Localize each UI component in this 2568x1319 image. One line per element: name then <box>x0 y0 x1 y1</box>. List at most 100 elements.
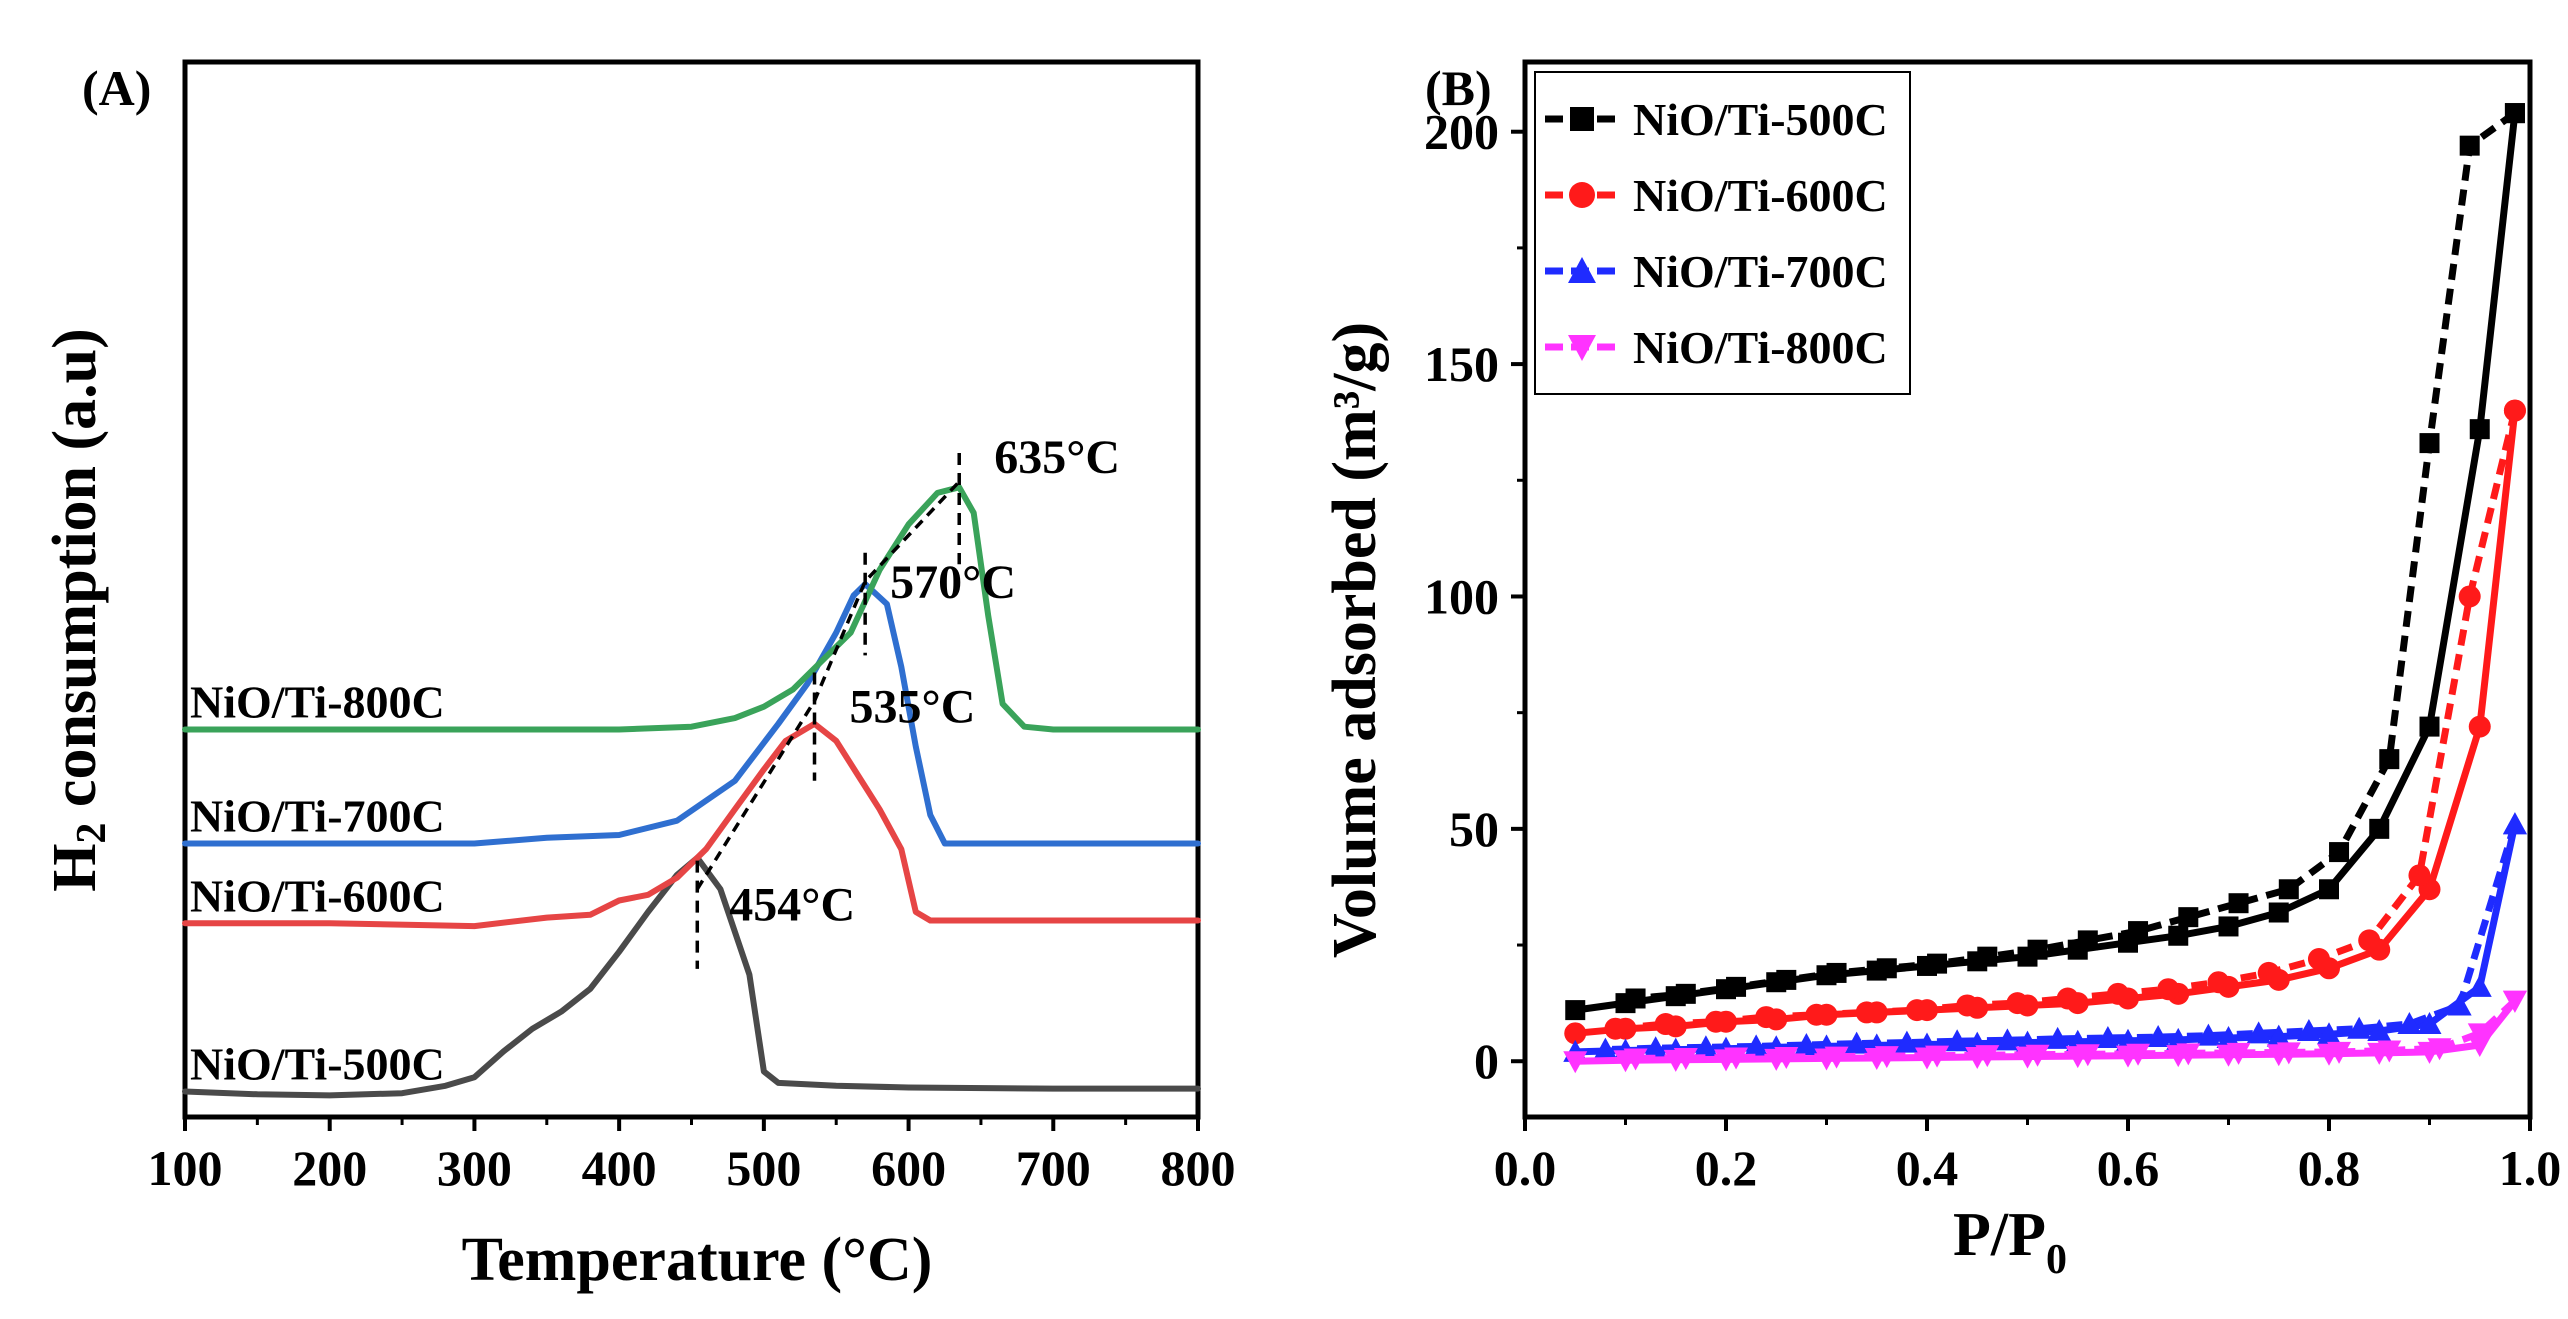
marker-circle <box>2358 929 2381 952</box>
marker-circle <box>2257 961 2280 984</box>
marker-square <box>2128 921 2149 942</box>
marker-triangle-up <box>2447 993 2472 1016</box>
y-tick-label-b: 100 <box>1424 568 1499 624</box>
series-label: NiO/Ti-500C <box>190 1038 445 1089</box>
series-label: NiO/Ti-700C <box>190 791 445 842</box>
y-tick-label-b: 50 <box>1449 801 1499 857</box>
marker-triangle-up <box>2467 974 2492 997</box>
marker-triangle-down <box>2176 1043 2201 1066</box>
marker-square <box>1977 946 1998 967</box>
marker-square <box>2168 925 2189 946</box>
legend-label: NiO/Ti-500C <box>1633 94 1888 145</box>
marker-square <box>2369 818 2390 839</box>
marker-triangle-up <box>2095 1025 2120 1048</box>
panel-a: (A) 100 200 300 400 500 600 700 800 NiO/Ti-500C N… <box>41 59 1236 1294</box>
marker-circle <box>1905 999 1928 1022</box>
x-tick-label-a: 300 <box>437 1140 512 1196</box>
marker-circle <box>1956 994 1979 1017</box>
marker-triangle-up <box>1593 1037 1618 1060</box>
y-tick-label-b: 150 <box>1424 336 1499 392</box>
marker-square <box>1625 988 1646 1009</box>
marker-triangle-down <box>2502 990 2527 1013</box>
marker-triangle-up <box>2417 1012 2442 1035</box>
marker-square <box>2077 930 2098 951</box>
marker-square <box>1876 958 1897 979</box>
x-tick-label-b: 0.4 <box>1896 1140 1959 1196</box>
marker-circle <box>2307 947 2330 970</box>
marker-triangle-up <box>1945 1029 1970 1052</box>
series-label: NiO/Ti-600C <box>190 870 445 921</box>
series-label: NiO/Ti-800C <box>190 677 445 728</box>
x-tick-label-b: 0.0 <box>1494 1140 1557 1196</box>
marker-triangle-up <box>2296 1019 2321 1042</box>
marker-square <box>2228 893 2249 914</box>
panel-a-plot: 100 200 300 400 500 600 700 800 NiO/Ti-500C NiO/T… <box>148 59 1236 1196</box>
marker-triangle-up <box>1794 1032 1819 1055</box>
marker-triangle-down <box>2025 1044 2050 1067</box>
marker-square <box>2504 103 2525 124</box>
x-tick-label-a: 400 <box>582 1140 657 1196</box>
marker-triangle-down <box>1623 1048 1648 1071</box>
x-tick-label-b: 1.0 <box>2499 1140 2562 1196</box>
panel-a-xlabel: Temperature (°C) <box>462 1226 933 1294</box>
y-tick-label-b: 0 <box>1474 1033 1499 1089</box>
peak-label: 635°C <box>994 431 1120 484</box>
marker-circle <box>1704 1010 1727 1033</box>
marker-triangle-up <box>2045 1026 2070 1049</box>
marker-square <box>1776 969 1797 990</box>
marker-triangle-down <box>2226 1042 2251 1065</box>
marker-triangle-down <box>2467 1023 2492 1046</box>
x-tick-label-a: 100 <box>148 1140 223 1196</box>
marker-triangle-down <box>1673 1047 1698 1070</box>
marker-square <box>1726 976 1747 997</box>
marker-triangle-down <box>2075 1044 2100 1067</box>
marker-triangle-down <box>1724 1047 1749 1070</box>
marker-triangle-up <box>1744 1034 1769 1057</box>
panel-a-frame <box>182 59 1201 1120</box>
y-tick-label-b: 200 <box>1424 104 1499 160</box>
marker-square <box>2459 135 2480 156</box>
marker-circle <box>2006 992 2029 1015</box>
marker-triangle-up <box>1693 1035 1718 1058</box>
marker-square <box>1565 1000 1586 1021</box>
marker-circle <box>2458 585 2481 608</box>
marker-square <box>2319 879 2339 900</box>
marker-square <box>1927 953 1948 974</box>
x-tick-label-b: 0.2 <box>1695 1140 1758 1196</box>
marker-triangle-up <box>2347 1016 2372 1039</box>
marker-triangle-up <box>2397 1012 2422 1035</box>
x-tick-label-a: 200 <box>292 1140 367 1196</box>
panel-b-label: (B) <box>1425 60 1492 116</box>
panel-a-ylabel: H2 consumption (a.u) <box>41 328 115 892</box>
legend-box <box>1534 71 1911 395</box>
peak-label: 570°C <box>890 556 1016 609</box>
marker-square <box>2218 916 2239 937</box>
marker-triangle-down <box>2276 1042 2301 1065</box>
x-tick-label-a: 500 <box>726 1140 801 1196</box>
marker-circle <box>2157 978 2180 1001</box>
marker-square <box>2268 902 2289 923</box>
x-tick-label-a: 600 <box>871 1140 946 1196</box>
marker-triangle-up <box>2246 1021 2271 1044</box>
marker-square <box>2178 907 2199 928</box>
marker-circle <box>2408 864 2431 887</box>
desorption-line-nio-ti-600c <box>1615 409 2519 1033</box>
peak-trend-line <box>695 480 961 891</box>
x-tick-label-b: 0.8 <box>2298 1140 2361 1196</box>
marker-triangle-down <box>1774 1047 1799 1070</box>
marker-circle <box>1805 1003 1828 1026</box>
panel-b-ylabel: Volume adsorbed (m³/g) <box>1321 322 1389 958</box>
marker-triangle-down <box>2467 1034 2492 1057</box>
marker-square <box>2419 716 2440 737</box>
marker-triangle-down <box>1975 1045 2000 1068</box>
panel-b-xlabel: P/P0 <box>1953 1201 2067 1283</box>
marker-circle <box>1569 182 1595 208</box>
marker-triangle-down <box>1824 1046 1849 1069</box>
marker-triangle-up <box>1643 1036 1668 1059</box>
marker-circle <box>1855 1001 1878 1024</box>
panel-b-plot: 0.0 0.2 0.4 0.6 0.8 1.0 0 50 100 150 200 NiO/Ti-500… <box>1424 59 2562 1196</box>
x-tick-label-b: 0.6 <box>2097 1140 2160 1196</box>
marker-circle <box>1604 1017 1627 1040</box>
marker-triangle-down <box>1874 1046 1899 1069</box>
marker-triangle-up <box>1995 1028 2020 1051</box>
